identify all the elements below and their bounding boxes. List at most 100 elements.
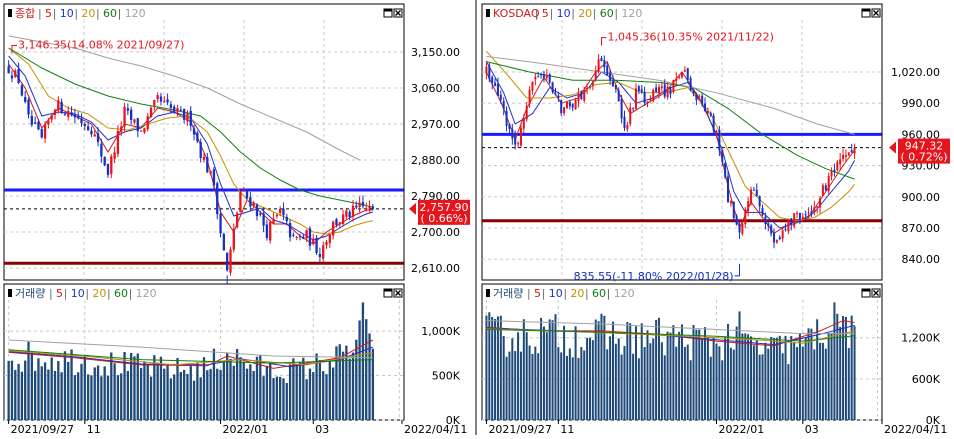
candle [103, 156, 106, 167]
volume-bar [308, 368, 312, 420]
candle [176, 104, 179, 117]
volume-bar [591, 340, 594, 420]
candle [209, 170, 212, 176]
window-maximize-icon[interactable] [861, 8, 871, 18]
candle [17, 62, 20, 84]
x-tick-label: 2022/01 [719, 423, 765, 435]
candle [508, 123, 511, 134]
candle [528, 86, 531, 108]
candle [126, 103, 130, 116]
legend-separator: | [527, 287, 531, 300]
candle [744, 206, 747, 229]
candle [315, 234, 318, 255]
volume-bar [813, 349, 816, 420]
candle [83, 122, 86, 131]
volume-bar [368, 333, 371, 420]
volume-bar [186, 373, 189, 420]
candle [517, 141, 520, 148]
volume-bar [634, 326, 637, 420]
candle [53, 108, 57, 120]
candle [295, 235, 298, 241]
volume-bar [798, 333, 801, 420]
volume-bar [522, 319, 525, 420]
volume-bar [761, 354, 764, 420]
candle [721, 148, 724, 167]
candle [163, 96, 166, 103]
volume-bar [640, 323, 643, 420]
y-tick-label: 900.00 [902, 191, 941, 204]
volume-bar [365, 319, 368, 420]
legend-item-5: 120 [136, 287, 157, 300]
candle [640, 85, 643, 94]
legend-item-5: 120 [621, 7, 642, 20]
volume-bar [623, 346, 626, 420]
volume-bar [686, 344, 689, 420]
candle [675, 72, 678, 85]
volume-bar [836, 313, 839, 420]
volume-bar [787, 364, 790, 420]
window-close-icon[interactable] [393, 288, 403, 298]
window-maximize-icon[interactable] [861, 288, 871, 298]
volume-bar [30, 352, 33, 420]
candle [40, 127, 43, 139]
legend-separator: | [107, 287, 111, 300]
volume-bar [560, 352, 563, 420]
candle [557, 91, 560, 102]
volume-bar [146, 364, 149, 420]
y-tick-label: 1,000K [421, 325, 460, 338]
window-maximize-icon[interactable] [383, 288, 393, 298]
y-tick-label: 2,970.00 [411, 118, 460, 131]
y-tick-label: 0K [446, 414, 461, 427]
candle [196, 130, 199, 144]
volume-bar [156, 362, 159, 420]
candle [560, 99, 563, 116]
candle [778, 235, 781, 241]
candle [620, 94, 623, 124]
volume-bar [282, 378, 285, 420]
volume-bar [153, 355, 156, 420]
y-tick-label: 3,150.00 [411, 46, 460, 59]
x-tick-label: 11 [87, 423, 101, 435]
candle [189, 106, 192, 132]
candle [637, 84, 640, 95]
window-close-icon[interactable] [871, 8, 881, 18]
window-close-icon[interactable] [393, 8, 403, 18]
volume-bar [727, 323, 730, 420]
window-maximize-icon[interactable] [383, 8, 393, 18]
volume-bar [804, 337, 807, 420]
legend-item-4: 60 [600, 7, 614, 20]
volume-bar [328, 360, 331, 420]
y-tick-label: 2,610.00 [411, 262, 460, 275]
window-close-icon[interactable] [871, 288, 881, 298]
volume-bar [206, 370, 209, 420]
volume-bar [259, 355, 262, 420]
candle [686, 67, 689, 83]
candle [491, 75, 494, 90]
candle [571, 103, 574, 112]
volume-bar [120, 373, 123, 420]
ma-line-120 [8, 35, 360, 161]
candle [249, 192, 252, 212]
volume-bar [315, 353, 318, 420]
candle [732, 201, 735, 221]
candle [202, 152, 206, 163]
volume-bar [606, 349, 609, 420]
volume-bar [24, 360, 27, 420]
candle [626, 121, 629, 132]
candle [695, 92, 698, 106]
volume-bar [701, 339, 704, 420]
legend-separator: | [64, 287, 68, 300]
volume-bar [302, 357, 305, 420]
candle [813, 200, 816, 216]
volume-bar [149, 376, 153, 420]
volume-bar [626, 322, 629, 420]
candle [522, 113, 525, 134]
volume-bar [20, 371, 24, 420]
annotation-arrow [11, 44, 17, 54]
candle [318, 247, 322, 263]
candle [574, 97, 577, 110]
candle [77, 111, 80, 120]
volume-bar [646, 330, 649, 420]
volume-bar [192, 380, 196, 420]
